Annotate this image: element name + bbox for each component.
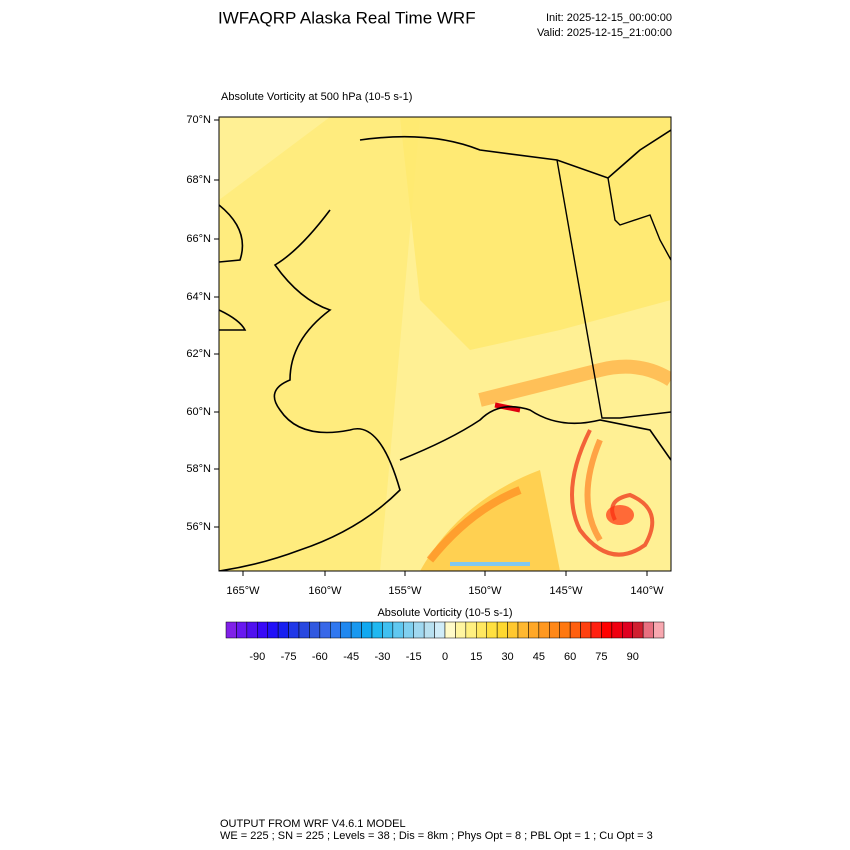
colorbar-box [225, 621, 237, 639]
lon-label: 145°W [549, 585, 583, 597]
colorbar-box [403, 621, 414, 639]
colorbar-box [340, 621, 352, 639]
colorbar-box [371, 621, 383, 639]
colorbar-tick-label: -30 [374, 651, 390, 663]
colorbar-box [236, 621, 248, 639]
lon-label: 140°W [630, 585, 664, 597]
colorbar-box [246, 621, 258, 639]
colorbar-box [549, 621, 560, 639]
colorbar-tick-label: -60 [312, 651, 328, 663]
footer-line: OUTPUT FROM WRF V4.6.1 MODEL [220, 818, 406, 830]
init-time: Init: 2025-12-15_00:00:00 [546, 12, 672, 24]
lat-label: 66°N [186, 233, 211, 245]
colorbar-box [528, 621, 540, 639]
colorbar-box [361, 621, 373, 639]
colorbar-box [642, 621, 654, 639]
colorbar-box [309, 621, 321, 639]
colorbar-tick-label: -75 [281, 651, 297, 663]
colorbar-box [434, 621, 446, 639]
colorbar-box [476, 621, 487, 639]
map-frame [218, 116, 672, 572]
valid-time: Valid: 2025-12-15_21:00:00 [537, 27, 672, 39]
colorbar-box [330, 621, 341, 639]
colorbar-box [288, 621, 300, 639]
lon-label: 155°W [388, 585, 422, 597]
footer-line: WE = 225 ; SN = 225 ; Levels = 38 ; Dis … [220, 830, 653, 842]
colorbar-box [559, 621, 571, 639]
colorbar-tick-label: 75 [595, 651, 607, 663]
title: IWFAQRP Alaska Real Time WRF [218, 8, 476, 27]
map-subtitle: Absolute Vorticity at 500 hPa (10-5 s-1) [221, 91, 412, 103]
colorbar-tick-label: -90 [249, 651, 265, 663]
colorbar-box [601, 621, 613, 639]
colorbar-box [267, 621, 279, 639]
colorbar-box [653, 621, 665, 639]
colorbar-tick-label: 60 [564, 651, 576, 663]
colorbar-box [392, 621, 404, 639]
colorbar-box [622, 621, 633, 639]
colorbar-tick-label: 15 [470, 651, 482, 663]
colorbar-box [517, 621, 529, 639]
colorbar-box [423, 621, 435, 639]
lat-label: 60°N [186, 406, 211, 418]
colorbar-box [277, 621, 289, 639]
lat-label: 56°N [186, 521, 211, 533]
lat-label: 64°N [186, 291, 211, 303]
lon-label: 160°W [308, 585, 342, 597]
colorbar-box [413, 621, 425, 639]
colorbar-box [496, 621, 508, 639]
colorbar-box [319, 621, 331, 639]
colorbar-box [507, 621, 519, 639]
colorbar-tick-label: 0 [442, 651, 448, 663]
colorbar-title: Absolute Vorticity (10-5 s-1) [377, 607, 512, 619]
lat-label: 68°N [186, 174, 211, 186]
colorbar-box [538, 621, 550, 639]
colorbar-box [465, 621, 477, 639]
colorbar-tick-label: -15 [406, 651, 422, 663]
lat-label: 58°N [186, 463, 211, 475]
colorbar-box [455, 621, 467, 639]
colorbar-box [444, 621, 456, 639]
colorbar-tick-label: 30 [501, 651, 513, 663]
colorbar-tick-label: -45 [343, 651, 359, 663]
colorbar-box [382, 621, 394, 639]
colorbar-box [298, 621, 310, 639]
lat-label: 62°N [186, 348, 211, 360]
colorbar-box [486, 621, 498, 639]
lon-label: 165°W [226, 585, 260, 597]
map-field [219, 117, 671, 571]
lon-label: 150°W [468, 585, 502, 597]
colorbar-box [569, 621, 581, 639]
colorbar-tick-label: 90 [627, 651, 639, 663]
colorbar-box [350, 621, 362, 639]
lat-label: 70°N [186, 114, 211, 126]
colorbar-box [580, 621, 592, 639]
colorbar-box [590, 621, 602, 639]
colorbar-tick-label: 45 [533, 651, 545, 663]
colorbar-box [611, 621, 623, 639]
colorbar-box [257, 621, 268, 639]
colorbar-box [632, 621, 644, 639]
